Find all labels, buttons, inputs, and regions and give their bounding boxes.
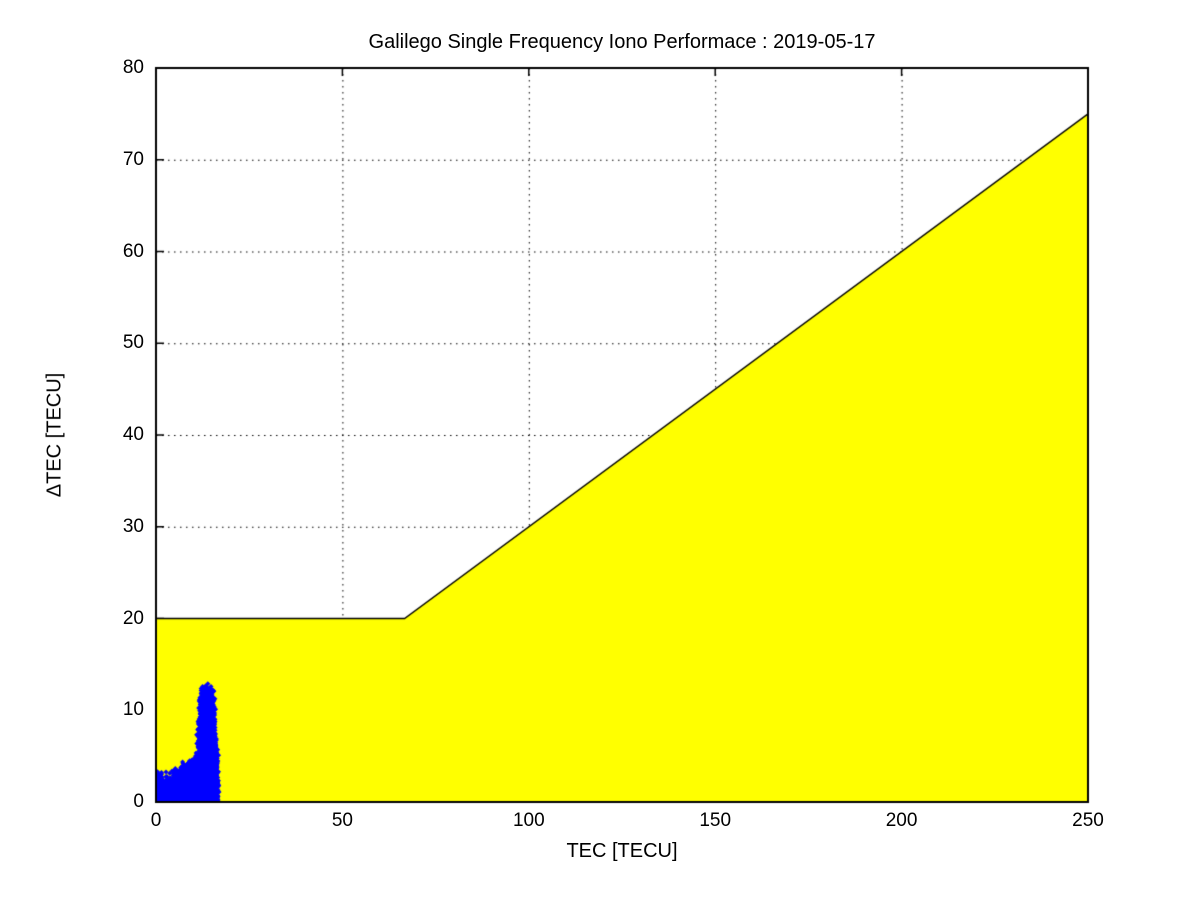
y-tick-label: 40: [122, 424, 144, 445]
x-tick-label: 250: [1072, 810, 1104, 831]
y-tick-label: 70: [122, 148, 144, 170]
y-tick-label: 20: [122, 607, 144, 629]
x-tick-label: 0: [150, 810, 162, 831]
y-tick-label: 50: [122, 332, 144, 354]
x-tick-label: 200: [885, 810, 918, 831]
y-tick-label: 10: [122, 699, 144, 721]
y-tick-label: 0: [133, 791, 144, 812]
x-tick-label: 100: [512, 810, 545, 831]
x-axis-label: TEC [TECU]: [566, 840, 678, 862]
y-tick-label: 60: [122, 240, 144, 262]
x-tick-label: 150: [699, 810, 732, 831]
y-tick-label: 80: [122, 57, 144, 78]
y-tick-label: 30: [122, 515, 144, 537]
chart-title: Galilego Single Frequency Iono Performac…: [368, 31, 876, 53]
x-tick-label: 50: [331, 810, 353, 831]
